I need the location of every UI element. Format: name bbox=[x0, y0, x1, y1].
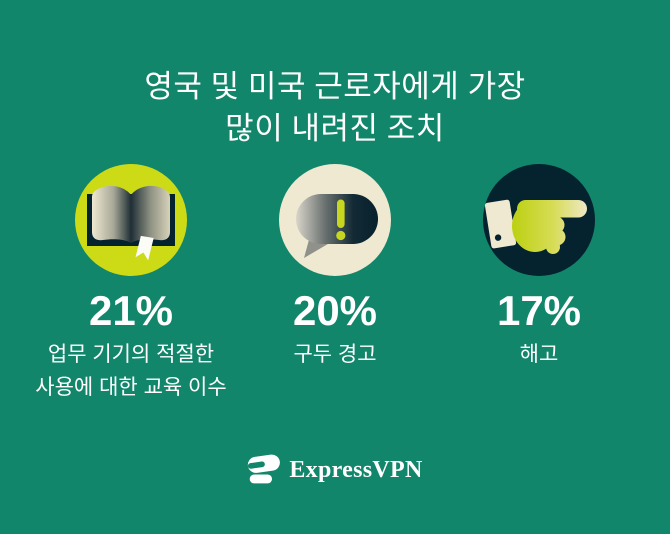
page-title: 영국 및 미국 근로자에게 가장 많이 내려진 조치 bbox=[0, 0, 670, 150]
title-line-2: 많이 내려진 조치 bbox=[225, 111, 445, 146]
stat-label: 구두 경고 bbox=[293, 338, 376, 371]
title-line-1: 영국 및 미국 근로자에게 가장 bbox=[144, 69, 526, 104]
stat-label-line-1: 업무 기기의 적절한 bbox=[47, 343, 215, 366]
stat-label-line-1: 구두 경고 bbox=[293, 343, 377, 366]
stats-row: 21% 업무 기기의 적절한 사용에 대한 교육 이수 bbox=[0, 164, 670, 404]
stat-percent: 21% bbox=[88, 287, 174, 334]
stat-percent: 20% bbox=[292, 287, 378, 334]
stat-column-fired: 17% 해고 bbox=[437, 164, 641, 404]
brand-wordmark: ExpressVPN bbox=[289, 456, 423, 483]
stat-percent: 17% bbox=[496, 287, 582, 334]
open-book-icon bbox=[75, 164, 187, 276]
pointing-hand-icon bbox=[483, 164, 595, 276]
stat-column-training: 21% 업무 기기의 적절한 사용에 대한 교육 이수 bbox=[29, 164, 233, 404]
stat-label: 해고 bbox=[520, 338, 559, 371]
brand-logo: ExpressVPN bbox=[0, 450, 670, 490]
stat-label: 업무 기기의 적절한 사용에 대한 교육 이수 bbox=[35, 338, 226, 404]
speech-bubble-warning-icon bbox=[279, 164, 391, 276]
stat-column-verbal-warning: 20% 구두 경고 bbox=[233, 164, 437, 404]
stat-label-line-2: 사용에 대한 교육 이수 bbox=[35, 376, 227, 399]
expressvpn-logomark-icon bbox=[248, 454, 281, 484]
stat-label-line-1: 해고 bbox=[519, 343, 559, 366]
